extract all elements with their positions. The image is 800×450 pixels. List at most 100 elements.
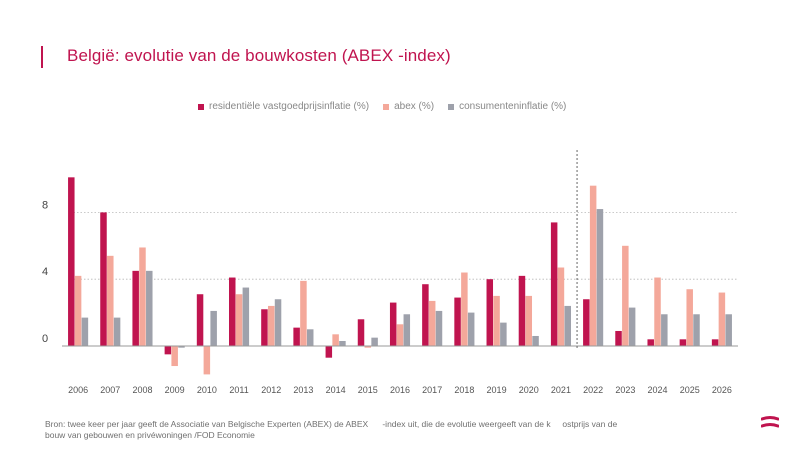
bar-residential-2025 [679,339,687,346]
bar-residential-2020 [518,275,526,346]
bar-abex-2022 [589,185,597,346]
bar-abex-2007 [107,255,114,346]
legend-swatch-residential [198,103,204,110]
legend-item-abex: abex (%) [383,101,434,112]
bar-abex-2018 [461,272,468,346]
bar-residential-2007 [100,212,107,346]
bar-residential-2016 [389,302,397,346]
bar-abex-2026 [718,292,726,346]
x-tick-label: 2023 [615,385,635,395]
bar-residential-2017 [422,284,429,346]
bar-cpi-2009 [178,346,185,348]
legend-label-cpi: consumenteninflatie (%) [459,101,567,112]
bar-residential-2019 [486,279,494,346]
x-tick-label: 2013 [293,385,313,395]
bar-cpi-2013 [306,329,314,346]
bar-cpi-2025 [693,314,700,346]
x-tick-label: 2016 [390,385,410,395]
bar-abex-2011 [235,294,243,346]
bar-abex-2010 [203,346,211,375]
chart-title: België: evolutie van de bouwkosten (ABEX… [67,46,451,65]
bar-abex-2009 [171,346,178,367]
bar-cpi-2018 [467,312,475,346]
bar-residential-2008 [132,270,139,346]
x-tick-label: 2018 [454,385,474,395]
x-tick-label: 2022 [583,385,603,395]
bar-abex-2013 [300,280,307,346]
bar-residential-2022 [583,299,590,346]
bar-residential-2015 [357,319,365,346]
bar-cpi-2019 [500,322,507,346]
legend-item-residential: residentiële vastgoedprijsinflatie (%) [198,101,369,112]
legend: residentiële vastgoedprijsinflatie (%) a… [198,101,580,112]
bar-abex-2012 [267,305,275,346]
title-accent-bar [41,46,43,68]
bar-cpi-2010 [210,310,217,346]
bar-residential-2014 [325,346,333,358]
bar-abex-2017 [428,300,436,346]
bar-cpi-2014 [339,340,346,346]
legend-item-cpi: consumenteninflatie (%) [448,101,566,112]
x-tick-label: 2017 [422,385,442,395]
bar-residential-2018 [454,297,461,346]
bar-cpi-2023 [628,307,636,346]
bar-cpi-2006 [81,317,89,346]
bar-abex-2024 [654,277,661,346]
bar-residential-2011 [229,277,236,346]
bar-residential-2021 [550,222,558,346]
x-tick-label: 2015 [358,385,378,395]
legend-swatch-cpi [448,103,455,110]
bar-residential-2013 [293,327,300,346]
source-note: Bron: twee keer per jaar geeft de Associ… [45,419,665,441]
brand-logo-icon [761,416,779,428]
bar-cpi-2015 [371,337,378,346]
x-tick-label: 2011 [229,385,248,395]
x-tick-label: 2024 [648,385,668,395]
y-tick-label: 0 [42,333,48,345]
bar-residential-2024 [647,339,654,346]
x-tick-label: 2009 [165,385,185,395]
bar-cpi-2008 [146,270,153,346]
bar-residential-2006 [68,177,75,346]
bar-cpi-2007 [113,317,121,346]
bar-abex-2021 [557,267,565,346]
x-tick-label: 2021 [551,385,571,395]
bar-abex-2008 [139,247,146,346]
source-note-line1: Bron: twee keer per jaar geeft de Associ… [45,419,618,429]
bar-cpi-2022 [596,209,604,346]
x-tick-label: 2006 [68,385,88,395]
source-note-line2: bouw van gebouwen en privéwoningen /FOD … [45,430,255,440]
x-tick-label: 2012 [261,385,281,395]
bar-abex-2019 [493,295,500,346]
bar-residential-2009 [164,346,172,355]
x-tick-label: 2008 [132,385,152,395]
y-tick-label: 4 [42,266,48,278]
x-tick-label: 2019 [487,385,507,395]
bar-residential-2012 [261,309,268,346]
bar-abex-2015 [364,346,372,348]
bar-cpi-2012 [274,299,282,346]
bar-abex-2016 [396,324,404,346]
bar-abex-2025 [686,289,693,346]
x-tick-label: 2026 [712,385,732,395]
bar-cpi-2011 [242,287,250,346]
x-tick-label: 2025 [680,385,700,395]
bar-residential-2026 [711,339,719,346]
y-tick-label: 8 [42,199,48,211]
bar-cpi-2020 [532,335,539,346]
bar-cpi-2021 [564,305,571,346]
x-tick-label: 2007 [100,385,120,395]
x-tick-label: 2014 [326,385,346,395]
bar-abex-2014 [332,334,339,346]
bar-cpi-2026 [725,314,732,346]
legend-label-abex: abex (%) [394,101,435,112]
bar-abex-2020 [525,295,533,346]
bar-abex-2023 [622,245,629,346]
bar-residential-2010 [196,294,204,346]
bar-cpi-2017 [435,310,443,346]
bar-cpi-2024 [661,314,668,346]
bar-residential-2023 [615,330,622,346]
bar-abex-2006 [74,275,82,346]
bar-cpi-2016 [403,314,411,346]
x-tick-label: 2020 [519,385,539,395]
